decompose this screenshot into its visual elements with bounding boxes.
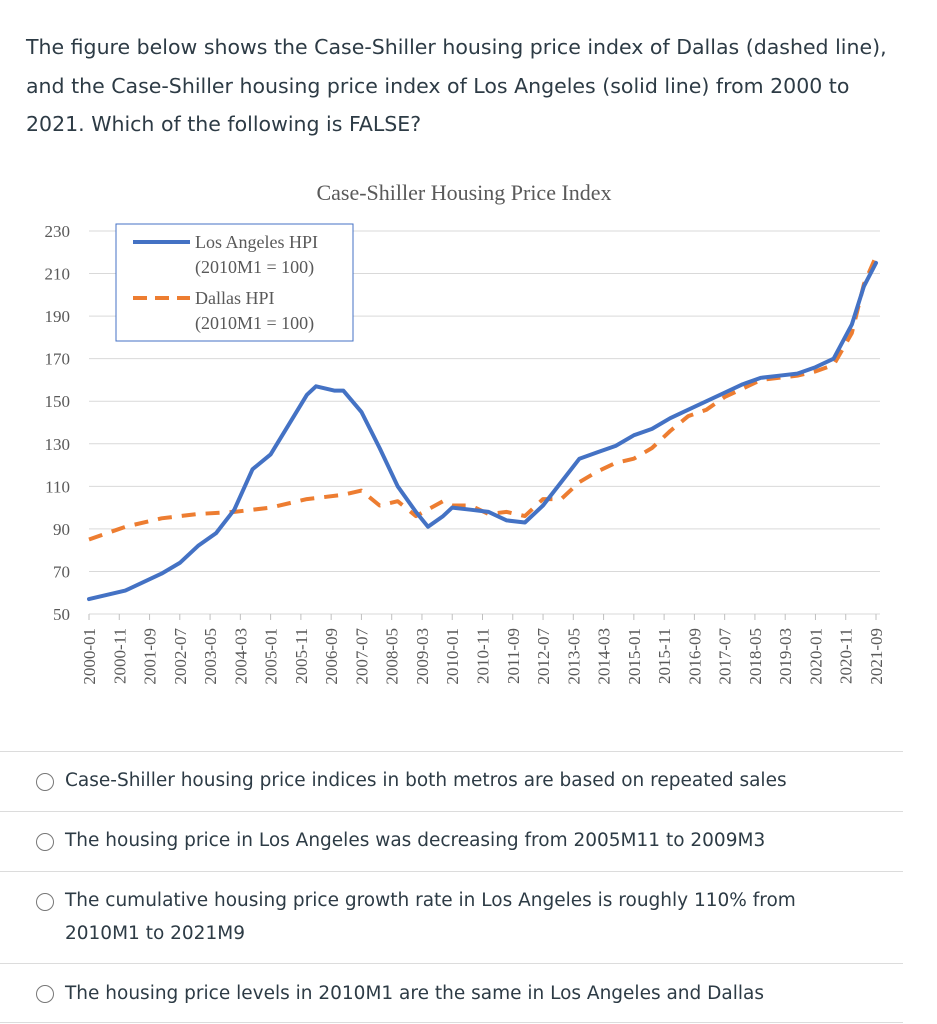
option-label: The cumulative housing price growth rate… xyxy=(65,890,796,944)
x-tick-label: 2010-01 xyxy=(443,628,462,685)
radio-button[interactable] xyxy=(36,893,54,911)
question-text: The figure below shows the Case-Shiller … xyxy=(26,35,887,136)
x-tick-label: 2009-03 xyxy=(413,628,432,685)
hpi-chart: Case-Shiller Housing Price Index 50 70 90 1… xyxy=(45,180,887,685)
x-tick-label: 2020-01 xyxy=(806,628,825,685)
x-tick-label: 2004-03 xyxy=(231,628,250,685)
x-tick-label: 2005-11 xyxy=(292,628,311,684)
legend-dallas-label: Dallas HPI xyxy=(195,288,275,308)
x-tick-label: 2018-05 xyxy=(746,628,765,685)
y-tick-label: 70 xyxy=(53,562,70,581)
option-label: Case-Shiller housing price indices in bo… xyxy=(65,770,787,791)
x-tick-label: 2007-07 xyxy=(352,628,371,685)
radio-button[interactable] xyxy=(36,833,54,851)
option-label: The housing price levels in 2010M1 are t… xyxy=(65,983,764,1004)
legend-la-label: Los Angeles HPI xyxy=(195,232,318,252)
legend-la-sublabel: (2010M1 = 100) xyxy=(195,257,314,278)
option-3[interactable]: The cumulative housing price growth rate… xyxy=(0,871,903,964)
y-tick-label: 50 xyxy=(53,605,70,624)
x-tick-label: 2012-07 xyxy=(534,628,553,685)
legend: Los Angeles HPI (2010M1 = 100) Dallas HP… xyxy=(115,223,354,342)
x-tick-label: 2008-05 xyxy=(383,628,402,685)
option-4[interactable]: The housing price levels in 2010M1 are t… xyxy=(0,963,903,1023)
x-tick-label: 2015-11 xyxy=(655,628,674,684)
x-tick-label: 2003-05 xyxy=(201,628,220,685)
radio-button[interactable] xyxy=(36,773,54,791)
radio-button[interactable] xyxy=(36,985,54,1003)
legend-dallas-sublabel: (2010M1 = 100) xyxy=(195,313,314,334)
x-tick-label: 2021-09 xyxy=(867,628,886,685)
y-tick-label: 210 xyxy=(45,265,71,284)
option-label: The housing price in Los Angeles was dec… xyxy=(65,830,766,851)
x-tick-label: 2002-07 xyxy=(171,628,190,685)
x-tick-label: 2005-01 xyxy=(262,628,281,685)
option-2[interactable]: The housing price in Los Angeles was dec… xyxy=(0,811,903,872)
x-tick-label: 2019-03 xyxy=(776,628,795,685)
x-tick-label: 2016-09 xyxy=(685,628,704,685)
y-tick-label: 90 xyxy=(53,520,70,539)
y-tick-label: 110 xyxy=(45,477,70,496)
x-tick-label: 2000-11 xyxy=(110,628,129,684)
los-angeles-line xyxy=(87,260,878,602)
chart-title: Case-Shiller Housing Price Index xyxy=(316,180,611,205)
x-tick-label: 2010-11 xyxy=(474,628,493,684)
x-tick-label: 2013-05 xyxy=(564,628,583,685)
y-tick-label: 230 xyxy=(45,222,71,241)
x-tick-label: 2017-07 xyxy=(716,628,735,685)
x-tick-label: 2001-09 xyxy=(141,628,160,685)
y-tick-label: 130 xyxy=(45,435,71,454)
x-tick-label: 2006-09 xyxy=(322,628,341,685)
x-tick-label: 2015-01 xyxy=(625,628,644,685)
option-1[interactable]: Case-Shiller housing price indices in bo… xyxy=(0,751,903,812)
y-tick-label: 170 xyxy=(45,350,71,369)
y-tick-label: 150 xyxy=(45,392,71,411)
dallas-line xyxy=(88,255,878,542)
x-tick-label: 2014-03 xyxy=(595,628,614,685)
y-tick-label: 190 xyxy=(45,307,71,326)
x-tick-label: 2020-11 xyxy=(837,628,856,684)
x-tick-label: 2000-01 xyxy=(80,628,99,685)
x-tick-label: 2011-09 xyxy=(504,628,523,684)
